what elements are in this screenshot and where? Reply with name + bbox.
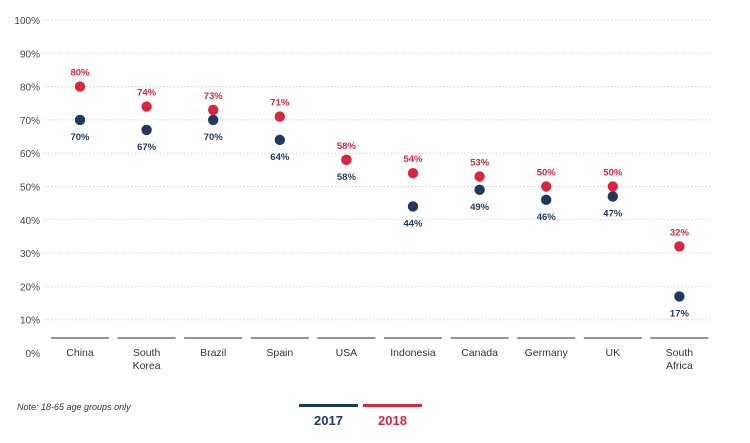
y-tick-label: 60% (20, 149, 40, 160)
x-tick-label: Brazil (200, 347, 226, 359)
dot-2018 (607, 181, 618, 192)
y-tick-label: 100% (14, 16, 40, 27)
data-label-2017: 46% (537, 212, 557, 223)
footnote: Note: 18-65 age groups only (17, 402, 131, 412)
legend-item-2018: 2018 (363, 404, 422, 434)
x-tick-label: Africa (666, 360, 693, 372)
dot-2017 (607, 191, 618, 202)
y-tick-label: 20% (20, 282, 40, 293)
dot-2017 (74, 114, 86, 126)
dot-2018 (407, 167, 419, 179)
dot-2018 (674, 241, 685, 252)
data-label-2018: 53% (470, 158, 490, 169)
dot-2018 (208, 104, 219, 116)
comparison-dot-chart: 0% 10% 20% 30% 40% 50% 60% 70% 80% 90% 100% China So… (14, 16, 712, 372)
dot-2017 (541, 194, 552, 206)
legend-label-2017: 2017 (314, 413, 343, 428)
data-label-2018: 50% (537, 168, 557, 179)
x-tick-label: USA (336, 347, 358, 359)
data-label-2017: 47% (603, 208, 623, 219)
data-label-2017: 58% (337, 172, 357, 183)
data-label-2018: 58% (337, 141, 357, 152)
dot-2018 (274, 111, 285, 122)
dot-2018 (474, 171, 485, 182)
y-tick-label: 80% (20, 83, 40, 94)
dot-2017 (208, 114, 219, 126)
x-tick-label: Canada (461, 347, 498, 359)
y-tick-label: 50% (20, 183, 40, 194)
dot-2018 (141, 101, 152, 112)
x-tick-label: Korea (133, 360, 161, 372)
data-label-2018: 71% (270, 98, 290, 109)
y-tick-label: 70% (20, 116, 40, 127)
data-label-2017: 70% (204, 132, 224, 143)
x-tick-label: UK (606, 347, 621, 359)
data-label-2017: 70% (70, 132, 90, 143)
legend-swatch-2017 (299, 404, 358, 407)
data-label-2018: 73% (204, 91, 224, 102)
data-label-2017: 67% (137, 142, 157, 153)
data-label-2017: 44% (403, 218, 423, 229)
dot-2018 (341, 154, 352, 166)
legend-item-2017: 2017 (299, 404, 358, 434)
data-label-2018: 80% (70, 68, 90, 79)
data-label-2017: 17% (670, 308, 690, 319)
x-tick-label: Indonesia (390, 347, 436, 359)
data-label-2018: 50% (603, 168, 623, 179)
dot-2017 (474, 184, 485, 196)
x-tick-label: South (666, 347, 694, 359)
y-tick-label: 40% (20, 216, 40, 227)
dot-2018 (74, 81, 86, 92)
dot-2017 (141, 124, 152, 136)
y-tick-label: 10% (20, 316, 40, 327)
dot-2018 (541, 181, 552, 192)
y-tick-label: 0% (26, 349, 41, 360)
legend-label-2018: 2018 (378, 413, 407, 428)
x-tick-label: Germany (525, 347, 569, 359)
data-label-2017: 49% (470, 202, 490, 213)
y-tick-label: 30% (20, 249, 40, 260)
y-tick-label: 90% (20, 49, 40, 60)
data-label-2018: 54% (403, 154, 423, 165)
x-tick-label: China (66, 347, 94, 359)
x-tick-label: Spain (266, 347, 293, 359)
dot-2017 (674, 291, 685, 302)
data-label-2018: 32% (670, 227, 690, 238)
data-label-2018: 74% (137, 88, 157, 99)
x-tick-label: South (133, 347, 161, 359)
legend-swatch-2018 (363, 404, 422, 407)
dot-2017 (274, 134, 285, 146)
data-label-2017: 64% (270, 152, 290, 163)
dot-2017 (407, 201, 419, 212)
